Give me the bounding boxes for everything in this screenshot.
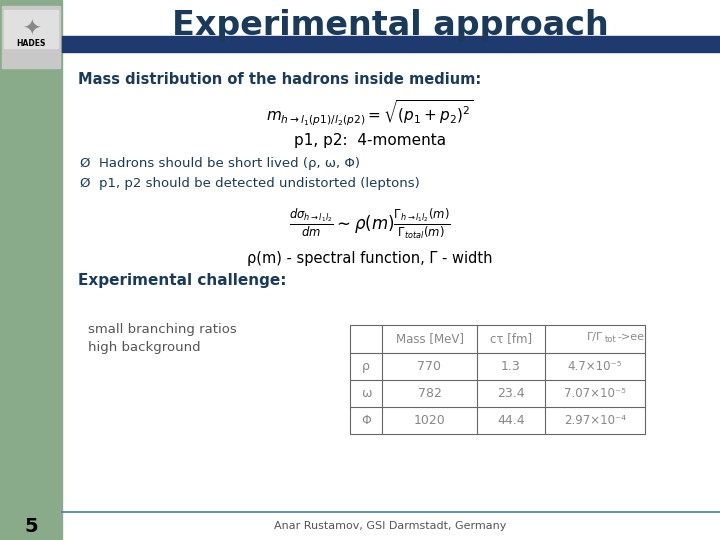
Text: ρ: ρ	[362, 360, 370, 373]
Bar	[62, 36, 720, 52]
Text: 44.4: 44.4	[498, 414, 525, 427]
Text: $m_{h\rightarrow l_1(p1)/l_2(p2)} = \sqrt{(p_1 + p_2)^2}$: $m_{h\rightarrow l_1(p1)/l_2(p2)} = \sqr…	[266, 98, 474, 128]
Text: p1, p2:  4-momenta: p1, p2: 4-momenta	[294, 132, 446, 147]
Text: 5: 5	[24, 516, 38, 536]
Bar	[4, 10, 58, 48]
Text: Ø  Hadrons should be short lived (ρ, ω, Φ): Ø Hadrons should be short lived (ρ, ω, Φ…	[80, 158, 360, 171]
Text: $\frac{d\sigma_{h\rightarrow l_1 l_2}}{dm} \sim \rho(m)\frac{\Gamma_{h\rightarro: $\frac{d\sigma_{h\rightarrow l_1 l_2}}{d…	[289, 207, 451, 241]
Bar	[2, 6, 60, 68]
Text: Γ/Γ: Γ/Γ	[587, 332, 603, 342]
Text: 7.07×10⁻⁵: 7.07×10⁻⁵	[564, 387, 626, 400]
Text: Mass distribution of the hadrons inside medium:: Mass distribution of the hadrons inside …	[78, 72, 481, 87]
Text: Anar Rustamov, GSI Darmstadt, Germany: Anar Rustamov, GSI Darmstadt, Germany	[274, 521, 506, 531]
Text: small branching ratios: small branching ratios	[88, 323, 237, 336]
Text: ->ee: ->ee	[617, 332, 644, 342]
Text: ρ(m) - spectral function, Γ - width: ρ(m) - spectral function, Γ - width	[247, 251, 492, 266]
Text: 1.3: 1.3	[501, 360, 521, 373]
Text: 23.4: 23.4	[498, 387, 525, 400]
Text: tot: tot	[605, 335, 616, 345]
Text: 4.7×10⁻⁵: 4.7×10⁻⁵	[568, 360, 622, 373]
Text: 1020: 1020	[413, 414, 446, 427]
Text: cτ [fm]: cτ [fm]	[490, 333, 532, 346]
Text: Experimental challenge:: Experimental challenge:	[78, 273, 287, 287]
Text: ω: ω	[361, 387, 372, 400]
Bar	[350, 325, 645, 434]
Text: HADES: HADES	[17, 39, 45, 49]
Text: Mass [MeV]: Mass [MeV]	[395, 333, 464, 346]
Text: Experimental approach: Experimental approach	[171, 9, 608, 42]
Text: 2.97×10⁻⁴: 2.97×10⁻⁴	[564, 414, 626, 427]
Text: ✦: ✦	[22, 20, 40, 40]
Text: 782: 782	[418, 387, 441, 400]
Bar	[0, 0, 62, 540]
Text: high background: high background	[88, 341, 201, 354]
Text: 770: 770	[418, 360, 441, 373]
Text: Ø  p1, p2 should be detected undistorted (leptons): Ø p1, p2 should be detected undistorted …	[80, 177, 420, 190]
Text: Φ: Φ	[361, 414, 371, 427]
